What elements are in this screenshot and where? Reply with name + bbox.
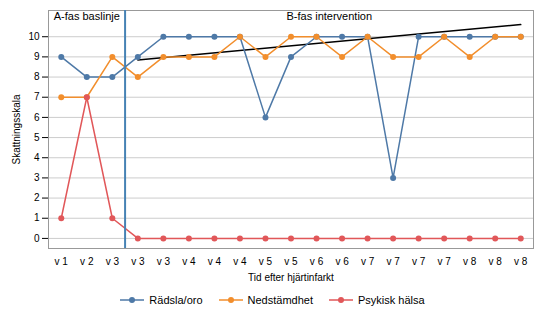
svg-text:10: 10 <box>28 31 40 42</box>
svg-text:v 7: v 7 <box>437 256 451 267</box>
html-text:Nedstämdhet: Nedstämdhet <box>247 294 313 306</box>
svg-text:v 8: v 8 <box>514 256 528 267</box>
svg-text:9: 9 <box>34 51 40 62</box>
svg-text:0: 0 <box>34 233 40 244</box>
svg-text:v 4: v 4 <box>233 256 247 267</box>
svg-text:Tid efter hjärtinfarkt: Tid efter hjärtinfarkt <box>248 272 334 283</box>
svg-text:v 2: v 2 <box>80 256 94 267</box>
svg-text:7: 7 <box>34 91 40 102</box>
svg-text:v 3: v 3 <box>106 256 120 267</box>
svg-text:v 5: v 5 <box>259 256 273 267</box>
svg-text:v 4: v 4 <box>182 256 196 267</box>
svg-text:5: 5 <box>34 132 40 143</box>
svg-text:6: 6 <box>34 112 40 123</box>
svg-text:v 8: v 8 <box>463 256 477 267</box>
svg-text:1: 1 <box>34 212 40 223</box>
svg-text:v 4: v 4 <box>208 256 222 267</box>
svg-text:v 6: v 6 <box>335 256 349 267</box>
svg-text:8: 8 <box>34 71 40 82</box>
svg-text:v 3: v 3 <box>157 256 171 267</box>
svg-text:v 8: v 8 <box>489 256 503 267</box>
svg-text:A-fas baslinje: A-fas baslinje <box>54 10 120 22</box>
svg-text:v 6: v 6 <box>310 256 324 267</box>
svg-text:Skattningsskala: Skattningsskala <box>11 94 22 164</box>
svg-text:v 7: v 7 <box>361 256 375 267</box>
svg-text:2: 2 <box>34 192 40 203</box>
svg-text:4: 4 <box>34 152 40 163</box>
html-text:Psykisk hälsa: Psykisk hälsa <box>358 294 425 306</box>
svg-text:v 7: v 7 <box>412 256 426 267</box>
html-text:Rädsla/oro: Rädsla/oro <box>149 294 203 306</box>
svg-text:B-fas intervention: B-fas intervention <box>286 10 372 22</box>
svg-text:v 1: v 1 <box>55 256 69 267</box>
svg-text:3: 3 <box>34 172 40 183</box>
svg-text:v 7: v 7 <box>386 256 400 267</box>
svg-text:v 5: v 5 <box>284 256 298 267</box>
svg-text:v 3: v 3 <box>131 256 145 267</box>
